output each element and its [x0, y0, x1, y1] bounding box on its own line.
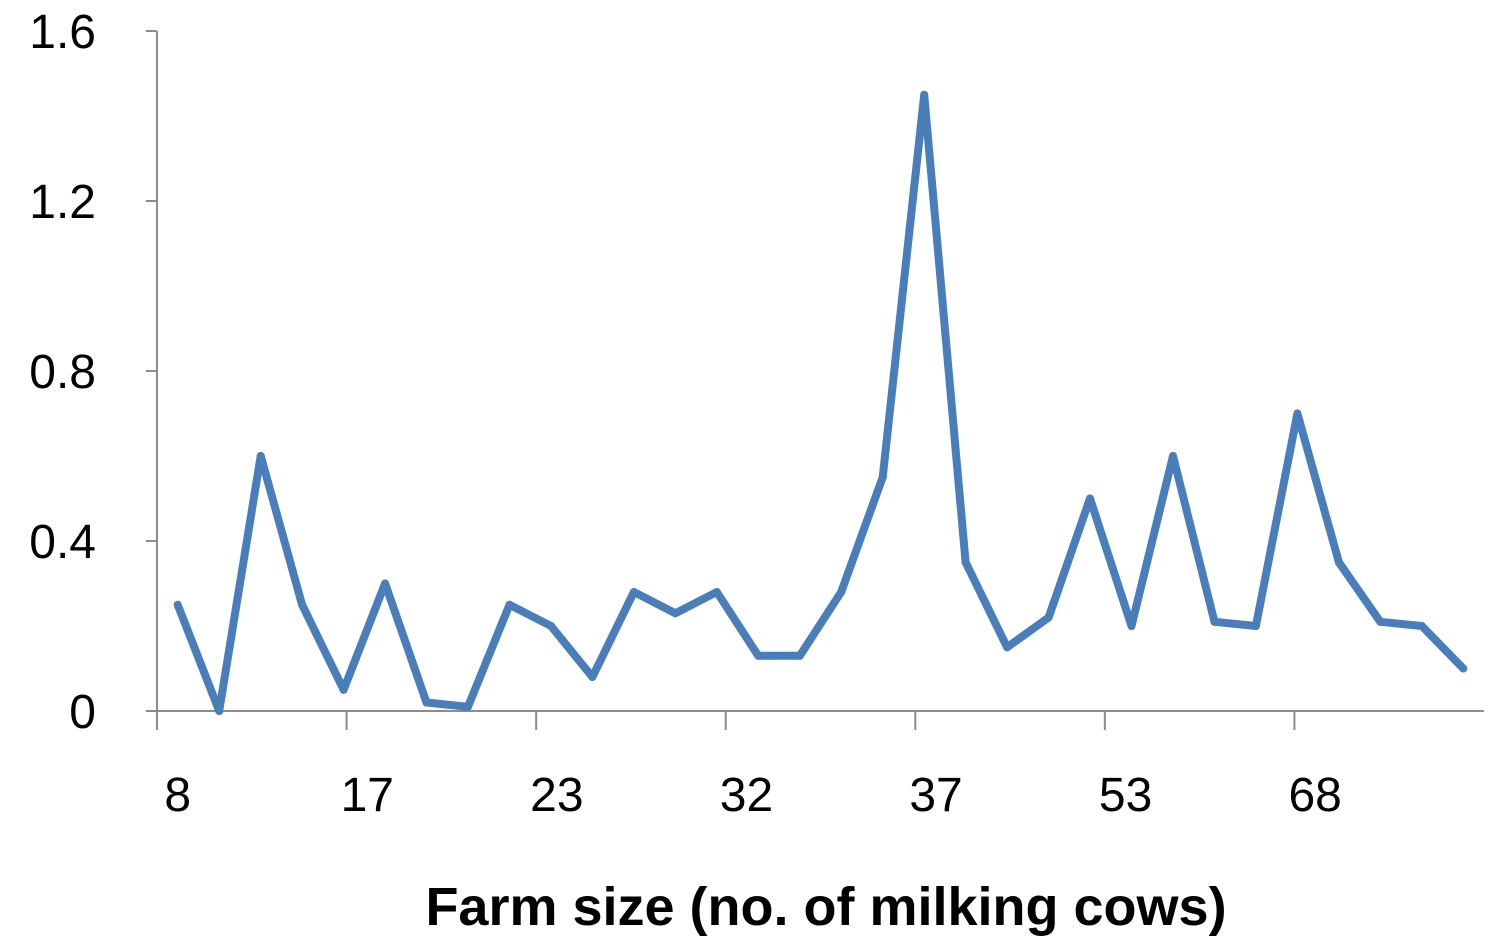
data-point: [588, 673, 597, 681]
y-tick-label: 0: [69, 686, 96, 739]
data-point: [422, 698, 431, 707]
x-tick-label: 8: [164, 769, 191, 822]
x-tick-label: 37: [909, 769, 962, 822]
data-point: [754, 651, 763, 660]
y-tick-label: 0.8: [29, 346, 96, 399]
data-point: [1003, 643, 1012, 652]
x-tick-label: 17: [341, 769, 394, 822]
data-point: [505, 600, 514, 609]
data-point: [920, 90, 929, 99]
x-axis: 8 17 23 32 37 53 68: [156, 710, 1484, 822]
x-axis-title: Farm size (no. of milking cows): [425, 877, 1226, 937]
y-axis: 0 0.4 0.8 1.2 1.6: [29, 6, 158, 739]
data-point: [464, 702, 473, 711]
data-point: [712, 588, 721, 596]
series-line: [173, 90, 1468, 715]
data-point: [173, 600, 182, 609]
data-point: [671, 609, 680, 618]
data-point: [1168, 452, 1177, 460]
x-tick-label: 53: [1099, 769, 1152, 822]
data-point: [795, 651, 804, 660]
data-point: [961, 558, 970, 567]
data-point: [256, 452, 265, 460]
y-tick-label: 1.6: [29, 6, 96, 59]
series-layer: [173, 90, 1468, 715]
data-point: [1210, 617, 1219, 626]
data-point: [1044, 613, 1053, 622]
x-tick-label: 68: [1288, 769, 1341, 822]
data-point: [1459, 664, 1468, 673]
x-tick-label: 23: [530, 769, 583, 822]
data-point: [1334, 558, 1343, 567]
data-point: [629, 588, 638, 596]
data-point: [298, 600, 307, 609]
data-point: [837, 588, 846, 596]
data-point: [878, 473, 887, 482]
data-point: [339, 685, 348, 694]
y-tick-label: 0.4: [29, 516, 96, 569]
data-point: [546, 622, 555, 630]
y-tick-label: 1.2: [29, 176, 96, 229]
data-point: [1376, 617, 1385, 626]
data-point: [1086, 494, 1095, 503]
data-point: [1251, 622, 1260, 630]
data-point: [1293, 409, 1302, 418]
data-point: [1127, 622, 1136, 630]
data-point: [1417, 622, 1426, 630]
data-point: [381, 579, 390, 588]
x-tick-label: 32: [720, 769, 773, 822]
data-point: [215, 707, 224, 715]
